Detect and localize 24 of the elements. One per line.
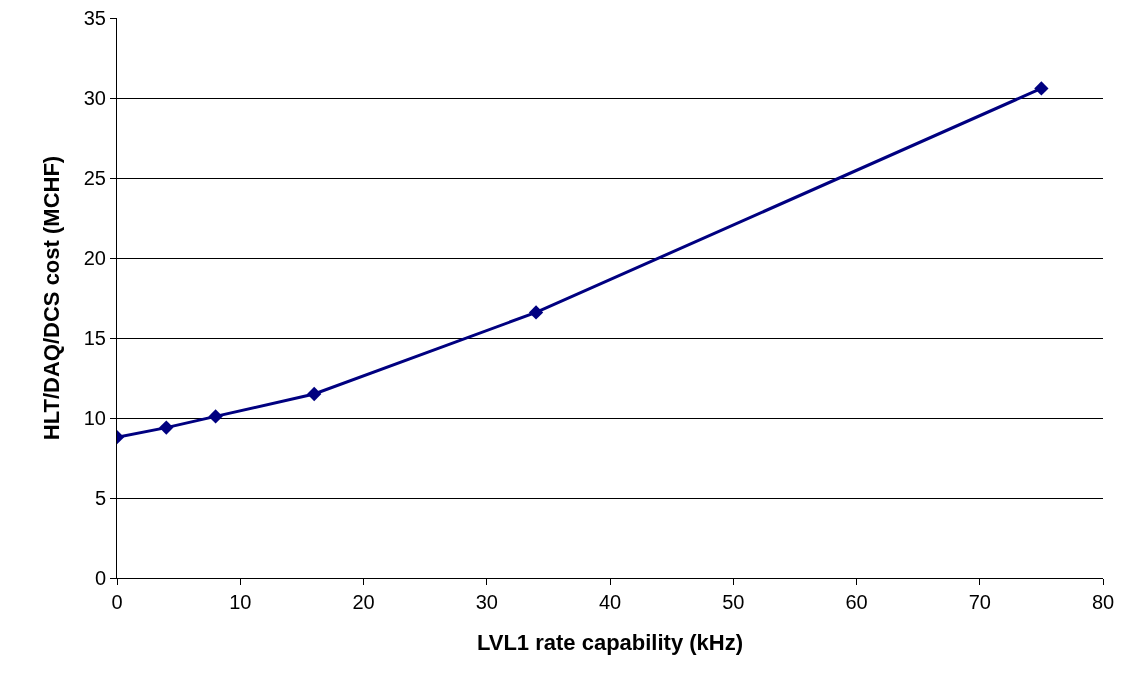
y-tick-label: 15 bbox=[83, 327, 106, 349]
x-tick-label: 70 bbox=[968, 591, 991, 613]
y-tick-label: 35 bbox=[83, 7, 106, 29]
x-tick-label: 10 bbox=[229, 591, 252, 613]
x-tick-label: 0 bbox=[111, 591, 123, 613]
y-tick-label: 25 bbox=[83, 167, 106, 189]
y-tick-label: 0 bbox=[94, 567, 106, 589]
point bbox=[208, 409, 223, 424]
point bbox=[307, 386, 322, 402]
x-tick-label: 50 bbox=[722, 591, 745, 613]
y-tick-label: 5 bbox=[94, 487, 106, 509]
y-axis-title: HLT/DAQ/DCS cost (MCHF) bbox=[38, 155, 64, 441]
y-tick-label: 10 bbox=[83, 407, 106, 429]
x-axis-title: LVL1 rate capability (kHz) bbox=[476, 629, 744, 655]
x-tick-label: 40 bbox=[598, 591, 622, 613]
point bbox=[528, 305, 544, 320]
point bbox=[159, 420, 174, 435]
y-tick-label: 20 bbox=[83, 247, 106, 269]
x-tick-label: 80 bbox=[1091, 591, 1115, 613]
x-tick-label: 20 bbox=[352, 591, 375, 613]
y-tick-label: 30 bbox=[83, 87, 106, 109]
x-tick-label: 30 bbox=[475, 591, 498, 613]
point bbox=[1034, 81, 1049, 96]
x-tick-label: 60 bbox=[845, 591, 868, 613]
